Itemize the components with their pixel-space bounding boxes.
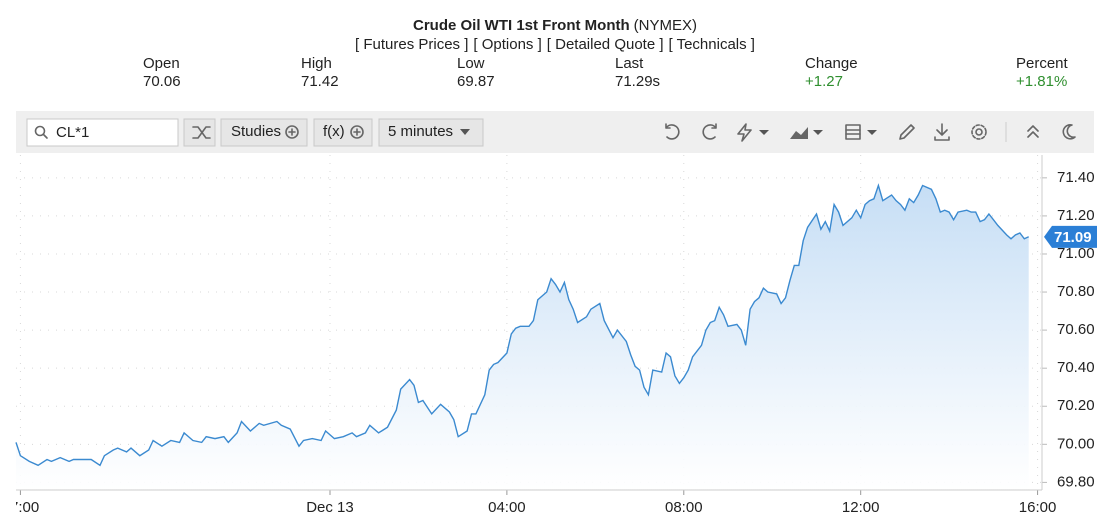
redo-icon[interactable]: [702, 123, 717, 140]
stat-value: +1.81%: [1016, 73, 1067, 90]
interval-label[interactable]: 5 minutes: [388, 123, 453, 140]
stat-label: High: [301, 55, 332, 72]
layout-icon: [845, 129, 861, 135]
price-tag: [1044, 225, 1097, 248]
nav-link[interactable]: [ Options ]: [473, 36, 541, 53]
chart: 69.80 70.00 70.20 70.40 70.60 70.80 71.00 71.20…: [2, 155, 1097, 516]
dropdown-arrow: [460, 129, 470, 135]
page-title: Crude Oil WTI 1st Front Month (NYMEX): [413, 17, 697, 34]
shuffle-icon: [192, 126, 211, 139]
nav-link[interactable]: [ Futures Prices ]: [355, 36, 468, 53]
title: Crude Oil WTI 1st Front Month: [413, 17, 630, 34]
stat-label: Change: [805, 55, 858, 72]
x-tick-label: 16:00: [1019, 499, 1057, 516]
y-tick-label: 71.40: [1057, 169, 1095, 186]
x-tick-label: 04:00: [488, 499, 526, 516]
symbol[interactable]: CL*1: [56, 124, 89, 141]
search-icon: [34, 125, 46, 137]
nav-link[interactable]: [ Detailed Quote ]: [547, 36, 664, 53]
stat-value: 69.87: [457, 73, 495, 90]
links: [ Futures Prices ] [ Options ] [ Detailed …: [355, 36, 755, 53]
toolbar: CL*1 Studies f(x) 5 minutes: [16, 111, 1094, 153]
stat-value: 70.06: [143, 73, 181, 90]
function-label[interactable]: f(x): [323, 123, 345, 140]
add-icon: [285, 125, 299, 139]
x-tick-label: 08:00: [665, 499, 703, 516]
add-icon: [353, 128, 361, 136]
stat-label: Low: [457, 55, 485, 72]
dropdown-arrow: [867, 130, 877, 135]
events-icon[interactable]: [737, 123, 752, 142]
y-tick-label: 69.80: [1057, 473, 1095, 490]
exchange: (NYMEX): [634, 17, 697, 34]
draw-icon[interactable]: [899, 124, 915, 140]
y-tick-label: 70.80: [1057, 283, 1095, 300]
x-tick-label: Dec 13: [306, 499, 354, 516]
y-tick-label: 71.00: [1057, 245, 1095, 262]
x-tick-label: 12:00: [842, 499, 880, 516]
theme-icon[interactable]: [1062, 124, 1076, 140]
studies-label[interactable]: Studies: [231, 123, 281, 140]
stat-label: Last: [615, 55, 644, 72]
compare-button[interactable]: [183, 118, 216, 147]
y-tick-label: 70.40: [1057, 359, 1095, 376]
y-tick-label: 70.20: [1057, 397, 1095, 414]
stat-value: 71.29s: [615, 73, 660, 90]
chart-type-icon[interactable]: [790, 127, 808, 139]
stat-value: 71.42: [301, 73, 339, 90]
dropdown-arrow: [813, 130, 823, 135]
stat-label: Open: [143, 55, 180, 72]
y-tick-label: 70.60: [1057, 321, 1095, 338]
stat-label: Percent: [1016, 55, 1069, 72]
price-line: [15, 183, 1029, 467]
y-tick-label: 70.00: [1057, 435, 1095, 452]
collapse-icon[interactable]: [1027, 125, 1039, 138]
nav-link[interactable]: [ Technicals ]: [669, 36, 755, 53]
add-icon: [350, 125, 364, 139]
stat-value: +1.27: [805, 73, 843, 90]
search-icon: [42, 133, 48, 139]
add-icon: [288, 128, 296, 136]
x-tick-label: 17:00: [2, 499, 40, 516]
price-tag-label: 71.09: [1054, 229, 1092, 246]
settings-icon: [971, 124, 987, 140]
price-area: [16, 185, 1029, 490]
settings-icon[interactable]: [975, 128, 983, 136]
undo-icon[interactable]: [665, 123, 680, 140]
y-tick-label: 71.20: [1057, 207, 1095, 224]
x-axis: 17:00 Dec 13 04:00 08:00 12:00 16:00: [2, 490, 1057, 516]
symbol-search[interactable]: [26, 118, 179, 147]
layout-icon[interactable]: [845, 124, 861, 140]
download-icon[interactable]: [934, 123, 950, 141]
dropdown-arrow: [759, 130, 769, 135]
